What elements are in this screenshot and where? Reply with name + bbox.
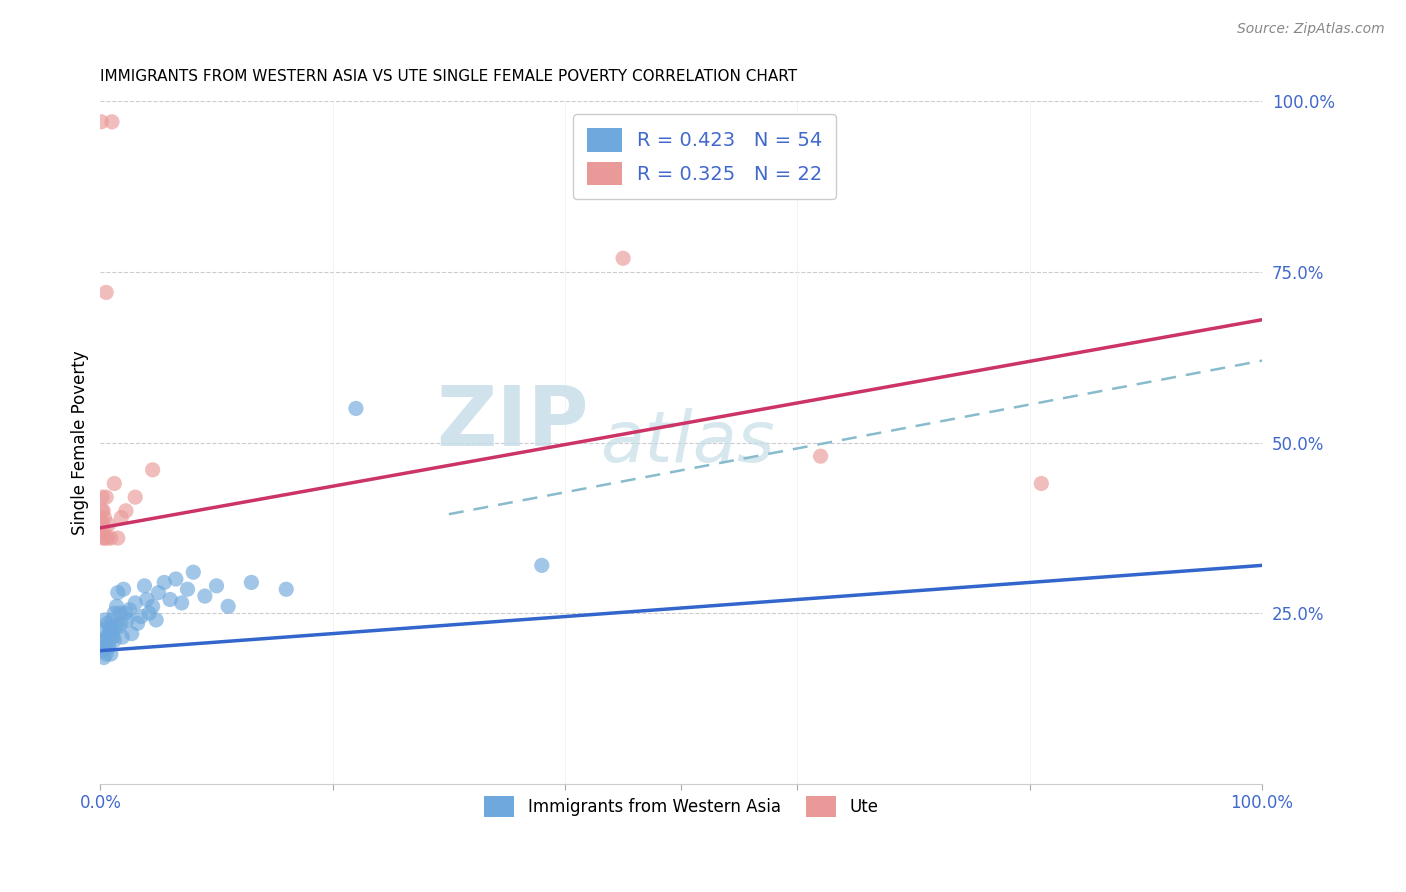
Point xyxy=(194,589,217,603)
Text: atlas: atlas xyxy=(600,408,775,477)
Point xyxy=(96,647,118,661)
Point xyxy=(612,252,634,266)
Point xyxy=(115,606,138,620)
Point xyxy=(97,640,120,655)
Text: Source: ZipAtlas.com: Source: ZipAtlas.com xyxy=(1237,22,1385,37)
Point xyxy=(93,624,115,638)
Point xyxy=(90,115,112,129)
Point xyxy=(96,616,118,631)
Point xyxy=(127,616,149,631)
Point xyxy=(94,531,117,545)
Point xyxy=(91,643,114,657)
Point xyxy=(91,490,114,504)
Point xyxy=(103,606,125,620)
Text: ZIP: ZIP xyxy=(436,382,588,463)
Point xyxy=(100,531,122,545)
Point xyxy=(153,575,176,590)
Point xyxy=(111,630,134,644)
Point xyxy=(176,582,198,597)
Legend: Immigrants from Western Asia, Ute: Immigrants from Western Asia, Ute xyxy=(478,789,884,823)
Point xyxy=(165,572,187,586)
Point xyxy=(108,620,131,634)
Point xyxy=(142,463,165,477)
Y-axis label: Single Female Poverty: Single Female Poverty xyxy=(72,351,89,535)
Point xyxy=(138,606,160,620)
Point xyxy=(145,613,167,627)
Point xyxy=(96,630,118,644)
Point xyxy=(91,531,114,545)
Point xyxy=(93,510,115,524)
Point xyxy=(110,616,132,631)
Point xyxy=(110,510,132,524)
Point xyxy=(93,650,115,665)
Point xyxy=(112,582,135,597)
Point xyxy=(1031,476,1053,491)
Point xyxy=(90,517,112,532)
Point xyxy=(107,531,129,545)
Point xyxy=(115,613,138,627)
Point xyxy=(344,401,367,416)
Point xyxy=(170,596,193,610)
Point xyxy=(97,626,120,640)
Point xyxy=(103,476,125,491)
Point xyxy=(107,585,129,599)
Point xyxy=(103,633,125,648)
Point xyxy=(97,517,120,532)
Point xyxy=(94,613,117,627)
Point xyxy=(124,596,146,610)
Point xyxy=(124,490,146,504)
Point xyxy=(94,640,117,655)
Point xyxy=(100,647,122,661)
Point xyxy=(135,592,157,607)
Point xyxy=(205,579,228,593)
Point xyxy=(101,624,124,638)
Text: IMMIGRANTS FROM WESTERN ASIA VS UTE SINGLE FEMALE POVERTY CORRELATION CHART: IMMIGRANTS FROM WESTERN ASIA VS UTE SING… xyxy=(100,69,797,84)
Point xyxy=(118,603,141,617)
Point xyxy=(240,575,263,590)
Point xyxy=(101,630,124,644)
Point xyxy=(101,613,124,627)
Point xyxy=(121,626,143,640)
Point xyxy=(98,620,121,634)
Point xyxy=(108,606,131,620)
Point xyxy=(129,609,152,624)
Point xyxy=(159,592,181,607)
Point xyxy=(181,565,204,579)
Point xyxy=(134,579,156,593)
Point xyxy=(217,599,239,614)
Point xyxy=(115,504,138,518)
Point xyxy=(142,599,165,614)
Point xyxy=(104,620,127,634)
Point xyxy=(91,504,114,518)
Point xyxy=(98,633,121,648)
Point xyxy=(96,633,118,648)
Point xyxy=(96,285,118,300)
Point xyxy=(96,531,118,545)
Point xyxy=(91,633,114,648)
Point xyxy=(105,599,128,614)
Point xyxy=(91,517,114,532)
Point xyxy=(101,115,124,129)
Point xyxy=(530,558,553,573)
Point xyxy=(810,449,832,463)
Point xyxy=(276,582,298,597)
Point xyxy=(96,490,118,504)
Point xyxy=(93,524,115,539)
Point xyxy=(148,585,170,599)
Point xyxy=(90,504,112,518)
